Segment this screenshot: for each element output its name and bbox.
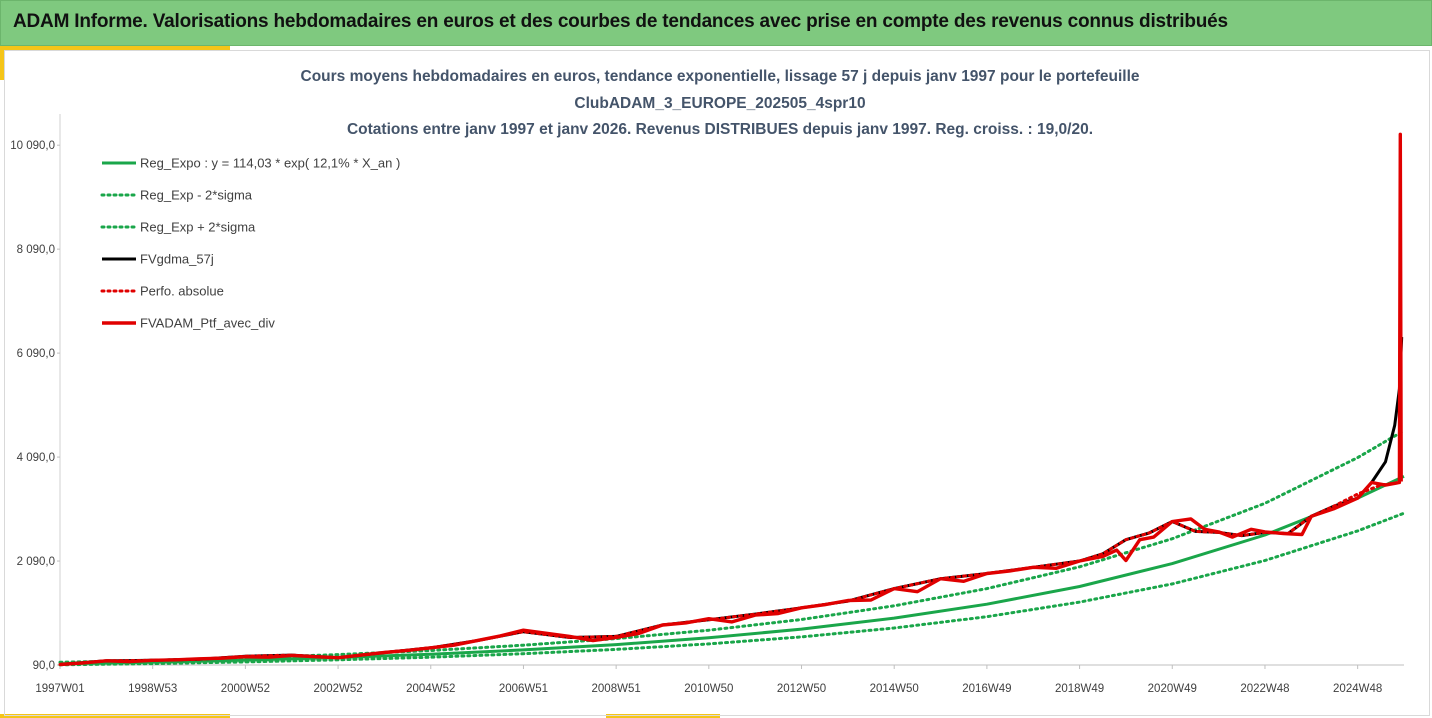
y-tick-label: 6 090,0: [17, 348, 55, 360]
y-axis: 90,0 2 090,0 4 090,0 6 090,0 8 090,0 10 090,0: [10, 114, 61, 672]
series-lines: [58, 132, 1406, 667]
legend-label-5: FVADAM_Ptf_avec_div: [140, 316, 275, 331]
accent-bar-bottom-mid: [606, 714, 720, 718]
y-tick-label: 10 090,0: [10, 140, 55, 152]
series-line-1: [58, 511, 1406, 667]
chart-title: Cours moyens hebdomadaires en euros, ten…: [301, 68, 1140, 138]
x-tick-label: 2006W51: [499, 683, 548, 695]
x-tick-label: 2000W52: [221, 683, 270, 695]
x-tick-label: 2016W49: [962, 683, 1011, 695]
y-tick-label: 8 090,0: [17, 244, 55, 256]
x-tick-label: 2020W49: [1148, 683, 1197, 695]
chart-title-line-3: Cotations entre janv 1997 et janv 2026. …: [347, 121, 1093, 138]
y-tick-label: 4 090,0: [17, 452, 55, 464]
legend-label-0: Reg_Expo : y = 114,03 * exp( 12,1% * X_a…: [140, 156, 400, 171]
legend-label-1: Reg_Exp - 2*sigma: [140, 188, 253, 203]
legend: Reg_Expo : y = 114,03 * exp( 12,1% * X_a…: [100, 156, 400, 331]
y-tick-label: 2 090,0: [17, 556, 55, 568]
legend-label-2: Reg_Exp + 2*sigma: [140, 220, 256, 235]
chart-title-line-1: Cours moyens hebdomadaires en euros, ten…: [301, 68, 1140, 85]
x-tick-label: 1998W53: [128, 683, 177, 695]
series-line-5: [59, 132, 1403, 667]
series-line-2: [58, 429, 1406, 664]
x-tick-label: 1997W01: [35, 683, 84, 695]
x-tick-label: 2022W48: [1240, 683, 1289, 695]
x-tick-label: 2014W50: [870, 683, 919, 695]
report-header: ADAM Informe. Valorisations hebdomadaire…: [0, 0, 1432, 46]
accent-bar-top-left: [0, 46, 230, 50]
x-tick-label: 2004W52: [406, 683, 455, 695]
series-line-0: [59, 474, 1405, 666]
x-tick-label: 2024W48: [1333, 683, 1382, 695]
series-line-3: [59, 336, 1404, 666]
accent-bar-left: [0, 46, 4, 80]
y-tick-label: 90,0: [33, 660, 55, 672]
x-tick-label: 2010W50: [684, 683, 733, 695]
x-axis: 1997W01 1998W53 2000W52 2002W52 2004W52 2006W…: [35, 664, 1404, 695]
chart-frame: [4, 50, 1430, 716]
x-tick-label: 2018W49: [1055, 683, 1104, 695]
report-title: ADAM Informe. Valorisations hebdomadaire…: [13, 11, 1228, 32]
legend-label-3: FVgdma_57j: [140, 252, 214, 267]
x-tick-label: 2012W50: [777, 683, 826, 695]
x-tick-label: 2008W51: [592, 683, 641, 695]
x-tick-label: 2002W52: [313, 683, 362, 695]
legend-label-4: Perfo. absolue: [140, 284, 224, 299]
chart-title-line-2: ClubADAM_3_EUROPE_202505_4spr10: [574, 95, 865, 112]
accent-bar-bottom-left: [0, 714, 230, 718]
